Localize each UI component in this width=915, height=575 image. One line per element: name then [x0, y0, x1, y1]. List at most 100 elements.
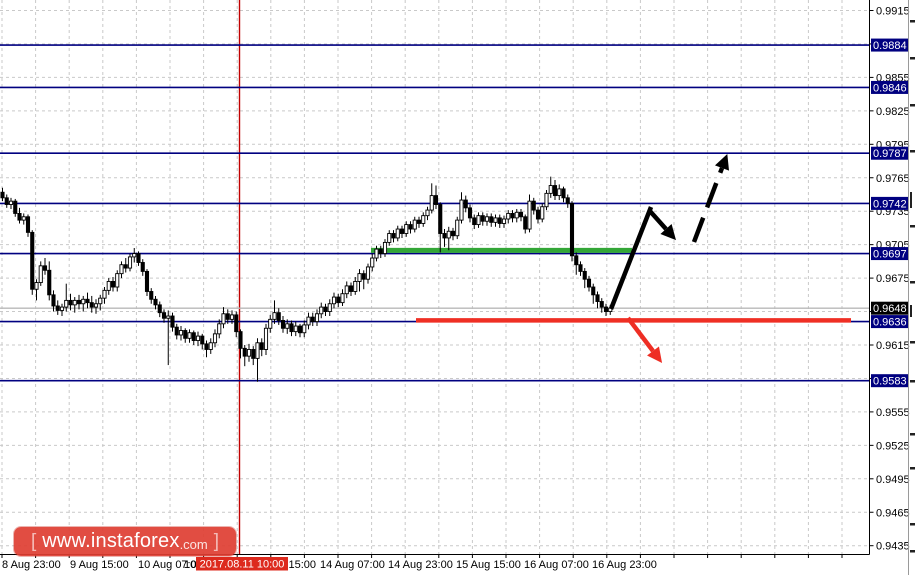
forecast-arrows: [608, 153, 730, 363]
candle-body-bear: [68, 299, 73, 306]
candle-body-bear: [510, 212, 515, 219]
candle: [89, 295, 94, 313]
candle: [586, 275, 592, 292]
candle-body-bull: [102, 289, 107, 299]
candle: [323, 303, 328, 317]
candle: [280, 316, 286, 333]
candle: [361, 270, 366, 290]
candle-body-bear: [378, 248, 383, 255]
candle-body-bear: [225, 313, 230, 320]
candle: [523, 214, 528, 234]
candle: [115, 270, 120, 292]
candle-body-bull: [548, 185, 553, 194]
candle-body-bull: [353, 280, 358, 292]
candle: [21, 213, 26, 225]
continuation-arrow-dashed: [691, 167, 725, 243]
candle-body-bull: [382, 241, 388, 255]
candle: [489, 213, 494, 227]
candle-body-bear: [323, 306, 328, 312]
candle: [132, 247, 137, 263]
price-badge-label: 0.9583: [873, 376, 907, 388]
candle-body-bear: [234, 314, 239, 333]
candle: [467, 204, 473, 223]
instaforex-logo[interactable]: [ www.instaforex .com ]: [14, 527, 236, 556]
candle-body-bull: [387, 233, 392, 243]
candle-body-bull: [21, 216, 26, 221]
candle: [289, 320, 294, 337]
candle: [68, 293, 73, 311]
candle: [0, 187, 5, 202]
edge-mark: [910, 341, 915, 344]
edge-mark: [910, 192, 912, 208]
candle: [438, 202, 443, 253]
candle-body-bull: [127, 256, 133, 269]
logo-bracket-left: [: [30, 530, 37, 552]
price-level-badge: 0.9583: [871, 374, 909, 388]
candle-body-bear: [531, 200, 536, 211]
candle-body-bear: [569, 202, 575, 257]
candle: [510, 210, 515, 223]
candle: [246, 343, 252, 362]
candle: [170, 312, 175, 332]
candle-body-bear: [297, 325, 303, 334]
candle-body-bull: [314, 313, 320, 323]
candle: [212, 329, 218, 348]
time-axis-label: 15 Aug 15:00: [456, 559, 521, 571]
candle: [378, 245, 383, 259]
candle-body-bull: [72, 299, 77, 306]
candle: [565, 194, 570, 208]
candle-body-bull: [527, 200, 532, 230]
candle-body-bear: [259, 342, 264, 350]
candle: [353, 276, 358, 295]
candle-body-bear: [391, 233, 396, 239]
candle-body-bear: [85, 298, 90, 304]
candle: [527, 194, 532, 233]
candle-body-bull: [106, 280, 111, 291]
candle-body-bear: [463, 199, 468, 209]
price-tick-label: 0.9765: [876, 173, 910, 185]
candle-body-bull: [93, 303, 99, 308]
candle: [174, 323, 179, 340]
candle: [484, 213, 490, 226]
candle: [161, 309, 167, 323]
candle-body-bear: [497, 217, 502, 224]
candle-body-bull: [132, 253, 137, 258]
continuation-arrow-dashed-head: [714, 153, 730, 171]
edge-mark: [910, 550, 915, 553]
candle: [229, 310, 235, 324]
candle-body-bear: [552, 185, 558, 197]
candle-body-bear: [4, 197, 9, 205]
candle-body-bull: [8, 200, 14, 205]
candle-body-bull: [446, 230, 451, 239]
price-badge-label: 0.9742: [873, 198, 907, 210]
candle-body-bear: [361, 273, 366, 280]
candle: [259, 338, 264, 357]
candle-body-bull: [340, 293, 345, 304]
candle: [42, 258, 48, 275]
price-tick-label: 0.9825: [876, 106, 910, 118]
candle-body-bull: [374, 248, 379, 259]
candle-body-bull: [493, 217, 498, 223]
candle-body-bull: [544, 192, 549, 208]
candle: [55, 300, 60, 315]
candle: [272, 300, 277, 324]
candle: [450, 227, 456, 241]
candle: [255, 338, 260, 382]
candle-body-bear: [174, 326, 179, 336]
candle: [540, 203, 545, 223]
candle-body-bear: [280, 320, 286, 329]
candle: [574, 252, 579, 275]
time-axis-label: 8 Aug 23:00: [2, 559, 61, 571]
candle-body-bear: [47, 269, 52, 296]
edge-mark: [910, 523, 915, 526]
candle: [357, 269, 362, 292]
candle-body-bull: [540, 206, 545, 220]
candle-body-bull: [217, 323, 222, 335]
candle: [374, 245, 379, 262]
candle: [459, 192, 464, 224]
candle: [327, 299, 332, 317]
candle: [493, 214, 498, 227]
candle: [276, 308, 281, 325]
